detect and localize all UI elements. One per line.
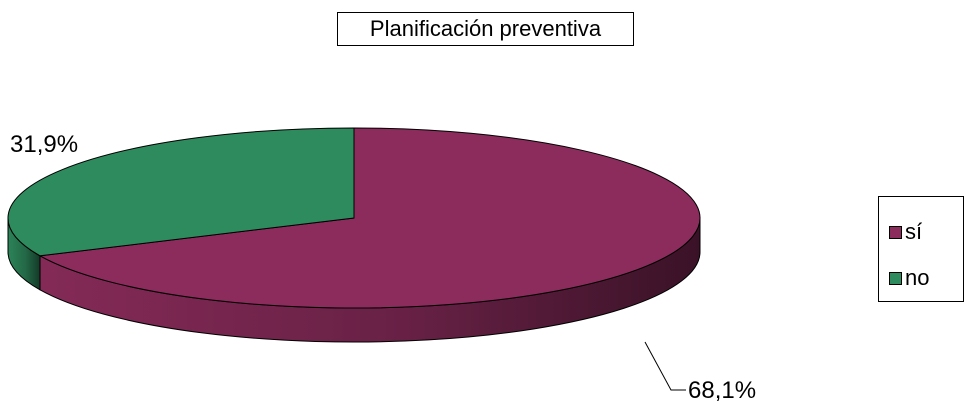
legend-item-si: sí xyxy=(889,219,922,245)
legend-swatch-no xyxy=(889,271,902,285)
data-label-no: 31,9% xyxy=(10,131,78,158)
legend-swatch-si xyxy=(889,225,902,239)
data-label-si: 68,1% xyxy=(688,377,756,401)
legend-label-no: no xyxy=(905,265,930,290)
legend-item-no: no xyxy=(889,265,929,291)
pie-slice-si xyxy=(38,127,701,309)
legend: sí no xyxy=(878,196,964,302)
pie-slice-no xyxy=(7,127,355,257)
leader-line-si xyxy=(644,341,686,391)
chart-title: Planificación preventiva xyxy=(337,12,634,46)
legend-label-si: sí xyxy=(905,219,923,244)
